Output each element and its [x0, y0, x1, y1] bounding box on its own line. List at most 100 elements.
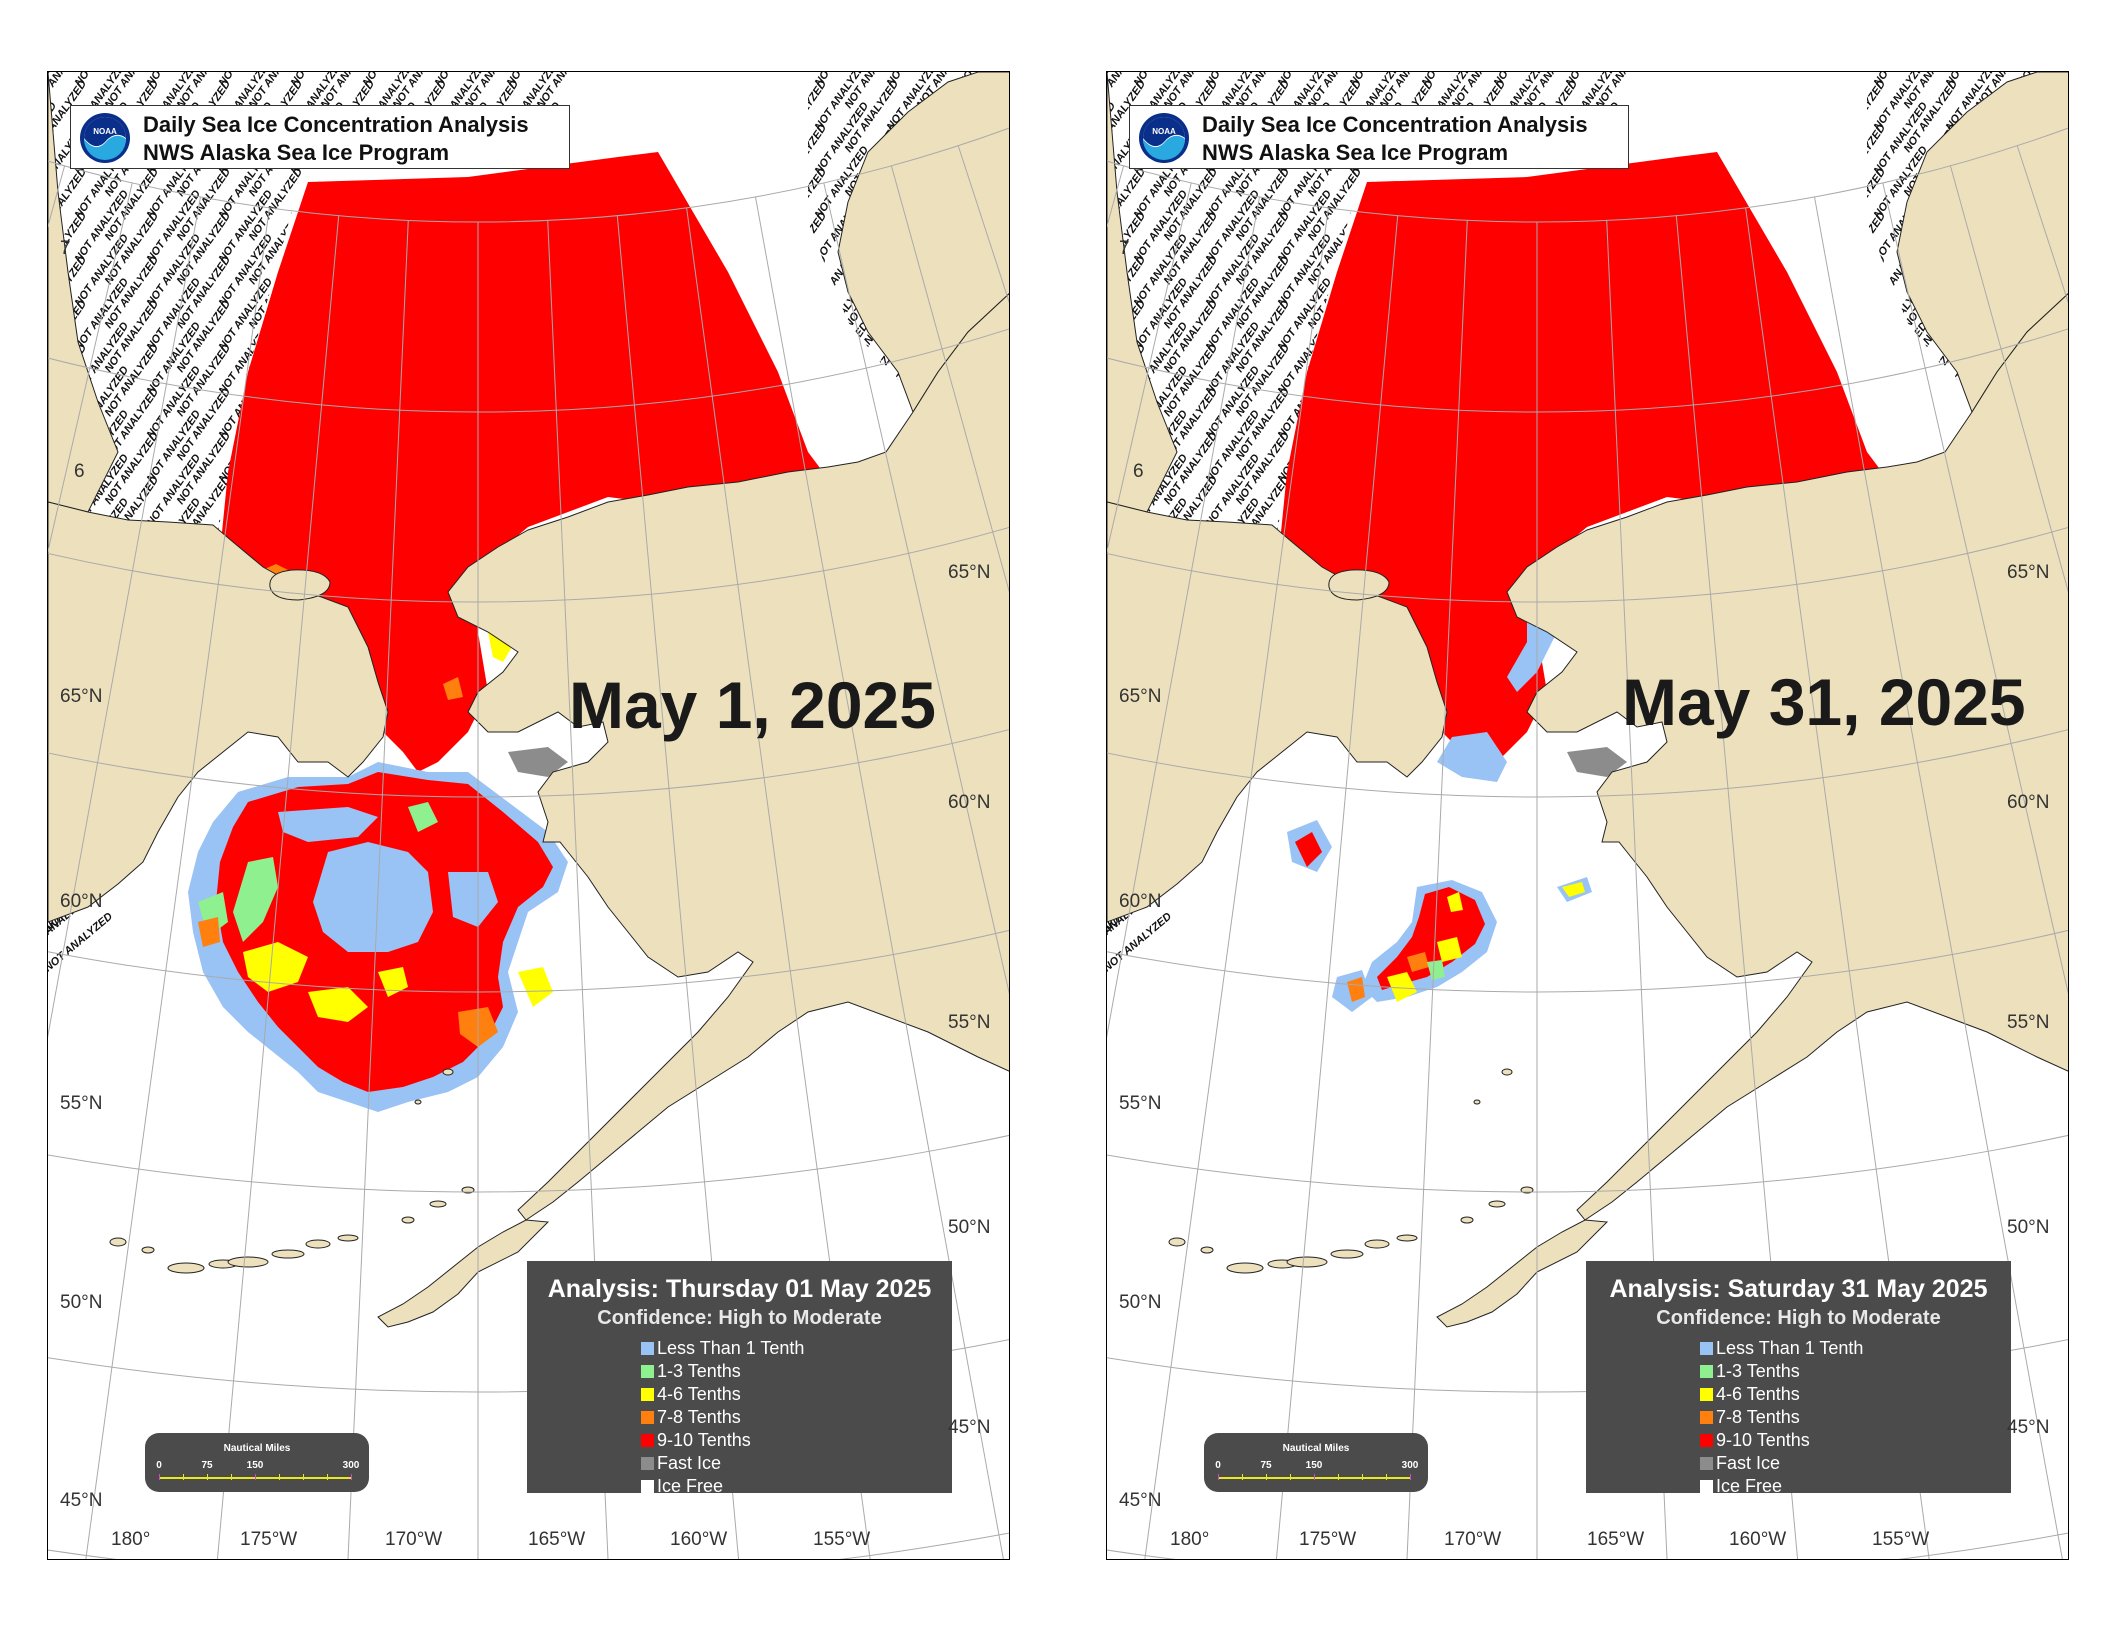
lat-label-right: 55°N — [2007, 1012, 2050, 1033]
land-aleutian-island — [1460, 1216, 1474, 1224]
ice-less-than-1-tenth — [448, 872, 498, 927]
legend-label: 7-8 Tenths — [1716, 1407, 1800, 1427]
ice-4-6-tenths — [518, 967, 553, 1007]
legend-item: 1-3 Tenths — [1700, 1360, 1863, 1383]
legend-item: Less Than 1 Tenth — [641, 1337, 804, 1360]
ice-7-8-tenths — [1347, 977, 1365, 1002]
noaa-logo-icon: NOAA — [80, 113, 130, 163]
legend-item: 9-10 Tenths — [1700, 1429, 1863, 1452]
legend-swatch — [641, 1480, 654, 1493]
legend-label: 9-10 Tenths — [1716, 1430, 1810, 1450]
not-analyzed-area — [48, 72, 568, 592]
not-analyzed-region — [48, 72, 568, 592]
not-analyzed-area — [1107, 72, 1627, 592]
legend-label: 1-3 Tenths — [657, 1361, 741, 1381]
noaa-logo-text: NOAA — [1152, 127, 1176, 136]
scale-mark — [231, 1474, 232, 1480]
lat-label-left: 65°N — [60, 686, 103, 707]
legend-swatch — [641, 1342, 654, 1355]
land-alaska-peninsula — [377, 1219, 550, 1328]
lat-label-right: 65°N — [2007, 562, 2050, 583]
land-aleutian-island — [1396, 1234, 1418, 1242]
lat-label-left: 65°N — [1119, 686, 1162, 707]
scale-mark — [255, 1474, 256, 1480]
legend-swatch — [1700, 1411, 1713, 1424]
legend-swatch — [1700, 1457, 1713, 1470]
legend-item: Fast Ice — [641, 1452, 804, 1475]
lat-label-left: 45°N — [1119, 1490, 1162, 1511]
meridian-line — [1107, 196, 1260, 1038]
legend-swatch — [641, 1388, 654, 1401]
legend-item: 1-3 Tenths — [641, 1360, 804, 1383]
legend-swatch — [1700, 1388, 1713, 1401]
legend-swatch — [641, 1457, 654, 1470]
legend-swatch — [1700, 1480, 1713, 1493]
legend-label: Fast Ice — [657, 1453, 722, 1473]
lat-label-left: 6 — [74, 461, 85, 482]
lat-label-left: 60°N — [1119, 891, 1162, 912]
land-aleutian-island — [1501, 1068, 1513, 1076]
lat-label-right: 60°N — [2007, 792, 2050, 813]
lat-label-right: 65°N — [948, 562, 991, 583]
ice-7-8-tenths — [443, 677, 463, 700]
lat-label-right: 45°N — [2007, 1417, 2050, 1438]
lon-label: 160°W — [670, 1529, 728, 1550]
map-header: NOAA Daily Sea Ice Concentration Analysi… — [70, 105, 570, 169]
lat-label-left: 60°N — [60, 891, 103, 912]
scale-mark — [279, 1474, 280, 1480]
scale-mark — [1266, 1474, 1267, 1480]
land-aleutian-island — [227, 1256, 269, 1268]
lat-label-left: 7 — [1119, 238, 1130, 259]
legend-swatch — [641, 1434, 654, 1447]
lon-label: 180° — [111, 1529, 151, 1550]
land-aleutian-island — [414, 1099, 422, 1105]
ice-less-than-1-tenth — [313, 842, 433, 952]
legend-label: Ice Free — [657, 1476, 724, 1496]
scale-mark — [303, 1474, 304, 1480]
lon-label: 155°W — [813, 1529, 871, 1550]
lon-label: 165°W — [528, 1529, 586, 1550]
scale-bar-title: Nautical Miles — [223, 1443, 291, 1454]
legend-item: Fast Ice — [1700, 1452, 1863, 1475]
meridian-line — [1882, 182, 2068, 995]
ice-less-than-1-tenth — [278, 807, 378, 842]
scale-mark — [351, 1474, 352, 1480]
lat-label-left: 7 — [60, 238, 71, 259]
fast-ice — [508, 747, 568, 777]
legend-label: 4-6 Tenths — [1716, 1384, 1800, 1404]
scale-mark — [1362, 1474, 1363, 1480]
legend-item: 7-8 Tenths — [1700, 1406, 1863, 1429]
ice-1-3-tenths — [233, 857, 278, 942]
lat-label-left: 55°N — [1119, 1093, 1162, 1114]
scale-mark — [1218, 1474, 1219, 1480]
ice-less-than-1-tenth — [1437, 732, 1507, 782]
lon-label: 175°W — [240, 1529, 298, 1550]
land-aleutian-island — [1330, 1249, 1364, 1259]
legend-item: 9-10 Tenths — [641, 1429, 804, 1452]
meridian-line — [216, 215, 340, 1559]
map-title: Daily Sea Ice Concentration Analysis — [143, 112, 529, 137]
scale-mark — [183, 1474, 184, 1480]
legend-label: 1-3 Tenths — [1716, 1361, 1800, 1381]
confidence-label: Confidence: High to Moderate — [1656, 1307, 1941, 1329]
noaa-logo-text: NOAA — [93, 127, 117, 136]
land-aleutian-island — [1226, 1262, 1264, 1274]
land-alaska — [1506, 293, 2068, 1221]
meridian-line — [1949, 165, 2068, 593]
legend-label: Fast Ice — [1716, 1453, 1781, 1473]
meridian-line — [890, 165, 1009, 593]
legend-label: Less Than 1 Tenth — [657, 1338, 805, 1358]
land-aleutian-island — [429, 1200, 447, 1208]
lat-label-left: 50°N — [60, 1292, 103, 1313]
lat-label-right: 50°N — [2007, 1217, 2050, 1238]
scale-tick: 75 — [201, 1460, 213, 1471]
land-aleutian-island — [305, 1239, 331, 1249]
lat-label-left: 55°N — [60, 1093, 103, 1114]
ice-9-10-tenths — [218, 152, 838, 772]
land-aleutian-island — [1286, 1256, 1328, 1268]
ice-9-10-tenths — [1277, 152, 1897, 772]
scale-bar: Nautical Miles 0 75 150 300 — [1204, 1433, 1428, 1492]
legend-label: 7-8 Tenths — [657, 1407, 741, 1427]
map-title: Daily Sea Ice Concentration Analysis — [1202, 112, 1588, 137]
